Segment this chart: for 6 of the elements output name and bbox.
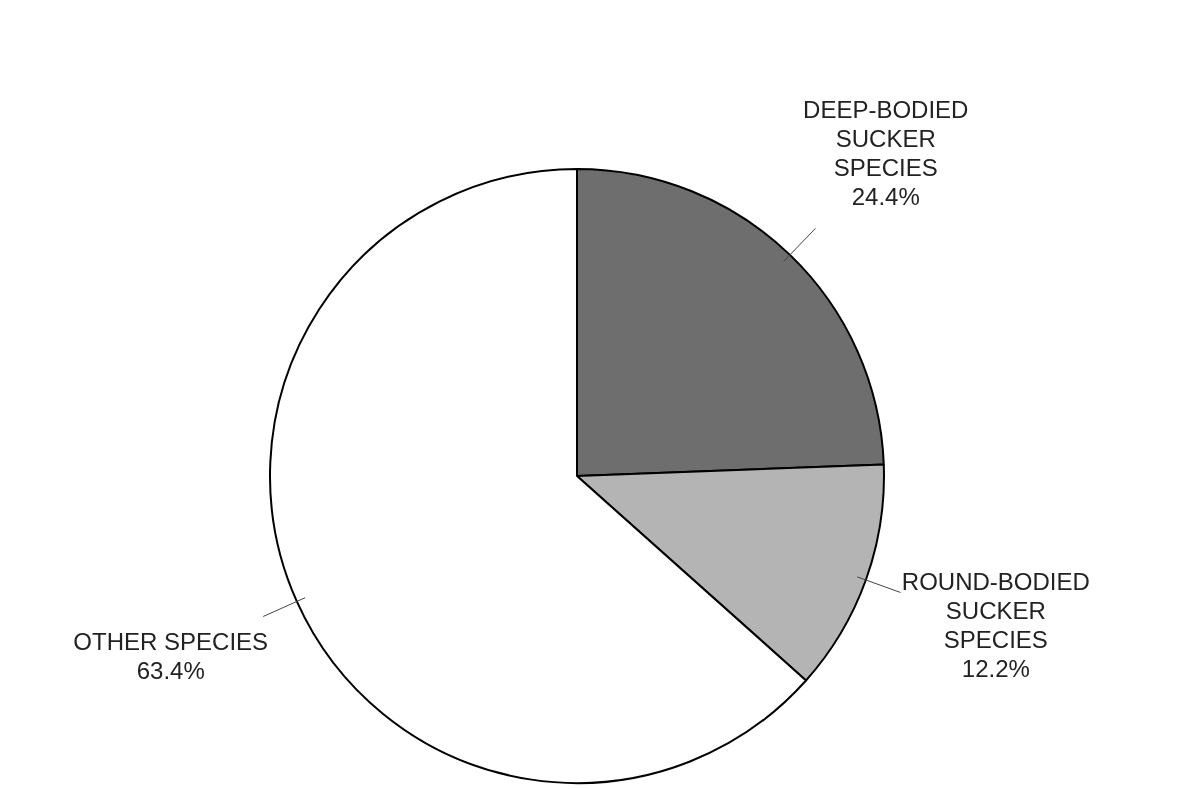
data-label: 63.4% [136,657,205,685]
data-label: 12.2% [961,654,1030,682]
slice-label: DEEP-BODIED SUCKER SPECIES [803,96,969,182]
slice-label: ROUND-BODIED SUCKER SPECIES [901,567,1090,653]
slice-label: OTHER SPECIES [73,628,269,656]
data-label: 24.4% [851,183,920,211]
